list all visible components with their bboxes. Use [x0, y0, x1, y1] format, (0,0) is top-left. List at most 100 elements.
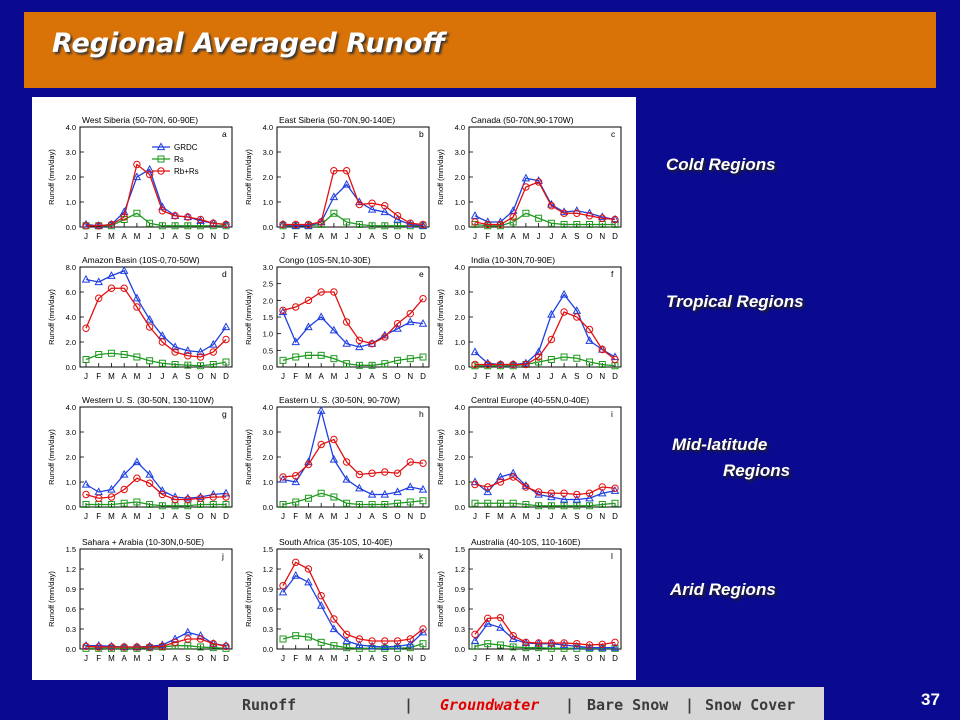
- y-tick-label: 1.0: [263, 198, 273, 207]
- data-point: [222, 642, 230, 651]
- data-point: [316, 601, 326, 609]
- data-point: [158, 490, 167, 499]
- data-point: [509, 213, 517, 221]
- x-tick-label: M: [523, 512, 530, 521]
- label-tropical-regions: Tropical Regions: [666, 292, 804, 311]
- data-point: [196, 635, 205, 643]
- data-point: [222, 358, 230, 366]
- nav-snow-cover[interactable]: Snow Cover: [705, 696, 796, 714]
- series-line-grdc: [282, 183, 424, 227]
- y-tick-label: 1.5: [263, 313, 273, 322]
- data-point: [145, 469, 154, 478]
- data-point: [585, 493, 594, 502]
- y-tick-label: 2.0: [66, 453, 76, 462]
- y-tick-label: 0.6: [455, 605, 465, 614]
- data-point: [368, 222, 376, 230]
- data-point: [133, 474, 141, 482]
- y-tick-label: 1.2: [66, 565, 76, 574]
- data-point: [145, 314, 154, 323]
- legend-marker: [156, 142, 166, 151]
- data-point: [279, 473, 287, 481]
- x-tick-label: J: [148, 512, 152, 521]
- data-point: [394, 356, 402, 364]
- data-point: [419, 459, 427, 467]
- panel-frame: [79, 266, 233, 368]
- data-point: [585, 336, 594, 344]
- nav-groundwater[interactable]: Groundwater: [440, 696, 540, 714]
- data-point: [598, 644, 606, 652]
- x-tick-label: N: [599, 654, 605, 663]
- x-tick-label: D: [612, 512, 618, 521]
- data-point: [547, 639, 556, 647]
- data-point: [471, 218, 479, 226]
- x-tick-label: D: [223, 654, 229, 663]
- x-tick-label: J: [473, 512, 477, 521]
- data-point: [342, 458, 351, 466]
- series-line-rb-rs: [282, 291, 424, 345]
- data-point: [560, 502, 568, 510]
- data-point: [304, 460, 313, 469]
- y-tick-label: 1.2: [263, 565, 273, 574]
- data-point: [419, 625, 427, 633]
- y-tick-label: 0.0: [455, 503, 465, 512]
- data-point: [585, 212, 594, 220]
- data-point: [184, 495, 192, 504]
- data-point: [419, 353, 427, 361]
- page-number: 37: [921, 690, 940, 709]
- data-point: [196, 347, 205, 356]
- data-point: [197, 362, 205, 370]
- data-point: [547, 502, 555, 510]
- data-point: [521, 173, 531, 182]
- data-point: [560, 639, 568, 647]
- data-point: [304, 577, 313, 586]
- x-tick-label: J: [537, 372, 541, 381]
- y-axis-label: Runoff (mm/day): [436, 289, 445, 345]
- data-point: [355, 501, 363, 508]
- data-point: [560, 489, 568, 497]
- data-point: [292, 632, 300, 640]
- x-tick-label: J: [473, 654, 477, 663]
- data-point: [355, 635, 364, 643]
- panel-title: Western U. S. (30-50N, 130-110W): [82, 395, 214, 405]
- x-tick-label: J: [160, 654, 164, 663]
- data-point: [598, 214, 606, 222]
- nav-bare-snow[interactable]: Bare Snow: [587, 696, 669, 714]
- series-line-rs: [475, 502, 616, 507]
- panel-title: Australia (40-10S, 110-160E): [471, 537, 581, 547]
- data-point: [393, 324, 402, 332]
- data-point: [611, 355, 619, 364]
- x-tick-label: N: [407, 372, 413, 381]
- data-point: [317, 489, 325, 497]
- data-point: [317, 288, 325, 296]
- panel-title: Sahara + Arabia (10-30N,0-50E): [82, 537, 204, 547]
- data-point: [471, 630, 479, 639]
- data-point: [145, 170, 154, 179]
- panel-letter: g: [222, 409, 227, 419]
- data-point: [184, 222, 192, 230]
- data-point: [406, 482, 415, 491]
- data-point: [330, 209, 338, 217]
- x-tick-label: F: [485, 512, 490, 521]
- data-point: [418, 221, 428, 229]
- data-point: [560, 353, 568, 361]
- x-tick-label: O: [586, 512, 592, 521]
- x-tick-label: F: [96, 512, 101, 521]
- data-point: [586, 358, 594, 366]
- x-tick-label: O: [394, 372, 400, 381]
- x-tick-label: N: [599, 232, 605, 241]
- y-tick-label: 4.0: [66, 123, 76, 132]
- x-tick-label: J: [148, 372, 152, 381]
- data-point: [94, 641, 103, 649]
- data-point: [82, 642, 90, 651]
- nav-runoff[interactable]: Runoff: [242, 696, 297, 714]
- runoff-figure: West Siberia (50-70N, 60-90E) a 0.0 1.0 2.0 3…: [32, 97, 636, 680]
- y-axis-label: Runoff (mm/day): [47, 429, 56, 485]
- y-tick-label: 4.0: [263, 123, 273, 132]
- data-point: [107, 220, 116, 229]
- data-point: [146, 501, 154, 508]
- data-point: [535, 644, 543, 652]
- y-tick-label: 1.0: [455, 338, 465, 347]
- data-point: [406, 219, 414, 227]
- data-point: [598, 361, 606, 368]
- x-tick-label: D: [420, 232, 426, 241]
